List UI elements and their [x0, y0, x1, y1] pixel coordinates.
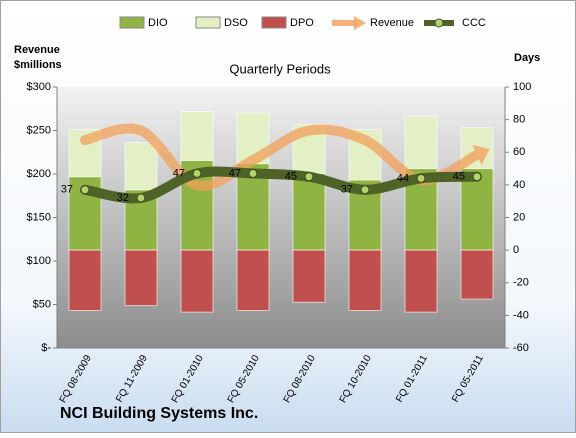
- y2-tick-label: 40: [513, 179, 525, 191]
- legend-swatch: [261, 16, 287, 29]
- ccc-marker: [192, 168, 202, 178]
- bar: [180, 249, 214, 313]
- y-tick-label: $100: [27, 255, 51, 267]
- y2-tick-label: -60: [513, 342, 529, 354]
- legend-swatch: [354, 16, 366, 30]
- bar: [460, 168, 494, 251]
- bar: [124, 141, 158, 191]
- ccc-line: [80, 166, 482, 204]
- bar: [68, 249, 102, 311]
- data-label: 47: [173, 167, 185, 179]
- ccc-marker: [360, 185, 370, 195]
- data-label: 37: [61, 184, 73, 196]
- y2-tick-label: 100: [513, 81, 531, 93]
- legend-swatch: [434, 18, 444, 28]
- y-tick-label: $-: [41, 342, 51, 354]
- legend-label: DIO: [148, 17, 168, 29]
- data-label: 32: [117, 192, 129, 204]
- ccc-marker: [416, 173, 426, 183]
- y2-tick-label: 80: [513, 114, 525, 126]
- legend-label: DSO: [224, 17, 248, 29]
- y2-tick-label: 20: [513, 211, 525, 223]
- bar: [180, 110, 214, 161]
- ccc-marker: [80, 185, 90, 195]
- legend: DIO DSO DPO Revenue CCC: [119, 16, 486, 30]
- y-tick-label: $150: [27, 211, 51, 223]
- y-tick-label: $300: [27, 81, 51, 93]
- y2-tick-label: 0: [513, 244, 519, 256]
- chart-title: Quarterly Periods: [229, 61, 331, 76]
- data-label: 47: [229, 167, 241, 179]
- ccc-marker: [472, 172, 482, 182]
- bar: [404, 115, 438, 170]
- y2-tick-label: -20: [513, 277, 529, 289]
- ccc-marker: [304, 172, 314, 182]
- data-label: 37: [341, 184, 353, 196]
- bar: [236, 249, 270, 311]
- ccc-marker: [136, 193, 146, 203]
- data-label: 45: [285, 171, 297, 183]
- y-axis-label: Revenue: [14, 44, 60, 56]
- arrow-head: [472, 144, 490, 165]
- bar: [460, 249, 494, 300]
- data-label: 44: [397, 172, 409, 184]
- bar: [348, 249, 382, 311]
- legend-swatch: [119, 16, 145, 29]
- y2-axis-label: Days: [514, 52, 540, 64]
- legend-swatch: [195, 16, 221, 29]
- footer: NCI Building Systems Inc.: [60, 405, 258, 422]
- bar: [404, 249, 438, 313]
- bar: [124, 249, 158, 307]
- legend-label: CCC: [462, 17, 486, 29]
- y2-tick-label: 60: [513, 146, 525, 158]
- y-tick-label: $50: [33, 298, 51, 310]
- y2-tick-label: -40: [513, 309, 529, 321]
- bar: [292, 172, 326, 251]
- ccc-marker: [248, 168, 258, 178]
- legend-label: DPO: [290, 17, 314, 29]
- y-tick-label: $200: [27, 168, 51, 180]
- bar: [292, 249, 326, 303]
- data-label: 45: [453, 171, 465, 183]
- legend-label: Revenue: [370, 17, 414, 29]
- y-tick-label: $250: [27, 124, 51, 136]
- y-axis-label: $millions: [14, 59, 62, 71]
